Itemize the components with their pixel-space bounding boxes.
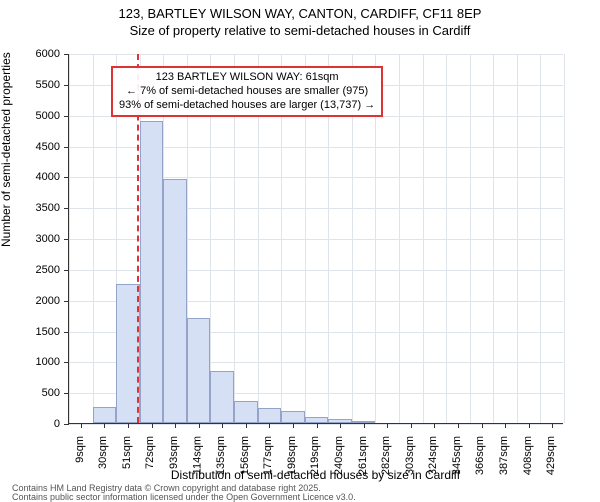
histogram-bar: [187, 318, 211, 423]
y-tick-label: 6000: [36, 48, 60, 60]
info-line-2: ← 7% of semi-detached houses are smaller…: [119, 85, 375, 99]
histogram-bar: [328, 419, 352, 423]
x-axis-title: Distribution of semi-detached houses by …: [68, 468, 563, 482]
gridline-horizontal: [69, 54, 563, 55]
histogram-bar: [116, 284, 140, 423]
y-tick-label: 5500: [36, 79, 60, 91]
y-tick-label: 4000: [36, 171, 60, 183]
gridline-vertical: [540, 54, 541, 423]
y-tick-label: 0: [54, 418, 60, 430]
histogram-bar: [305, 417, 329, 423]
histogram-bar: [93, 407, 117, 423]
histogram-bar: [258, 408, 282, 423]
gridline-vertical: [564, 54, 565, 423]
histogram-bar: [234, 401, 258, 423]
gridline-vertical: [399, 54, 400, 423]
gridline-vertical: [493, 54, 494, 423]
histogram-bar: [140, 121, 164, 423]
footer-line-2: Contains public sector information licen…: [12, 493, 356, 502]
y-tick-label: 2500: [36, 264, 60, 276]
x-tick-label: 93sqm: [168, 436, 180, 469]
y-tick-label: 1500: [36, 326, 60, 338]
histogram-bar: [210, 371, 234, 423]
gridline-vertical: [517, 54, 518, 423]
y-tick-label: 2000: [36, 295, 60, 307]
gridline-vertical: [69, 54, 70, 423]
y-tick-label: 1000: [36, 356, 60, 368]
property-info-box: 123 BARTLEY WILSON WAY: 61sqm ← 7% of se…: [111, 66, 383, 117]
gridline-vertical: [446, 54, 447, 423]
info-line-1: 123 BARTLEY WILSON WAY: 61sqm: [119, 71, 375, 85]
histogram-bar: [163, 179, 187, 423]
x-tick-label: 9sqm: [74, 436, 86, 463]
gridline-vertical: [423, 54, 424, 423]
gridline-vertical: [93, 54, 94, 423]
title-line-2: Size of property relative to semi-detach…: [0, 23, 600, 40]
x-axis-ticks: 9sqm30sqm51sqm72sqm93sqm114sqm135sqm156s…: [68, 424, 563, 474]
histogram-bar: [281, 411, 305, 423]
y-tick-label: 3500: [36, 202, 60, 214]
histogram-bar: [352, 421, 376, 423]
histogram-plot: 123 BARTLEY WILSON WAY: 61sqm ← 7% of se…: [68, 54, 563, 424]
y-tick-label: 4500: [36, 141, 60, 153]
title-line-1: 123, BARTLEY WILSON WAY, CANTON, CARDIFF…: [0, 6, 600, 23]
info-line-3: 93% of semi-detached houses are larger (…: [119, 99, 375, 113]
y-tick-label: 5000: [36, 110, 60, 122]
attribution-footer: Contains HM Land Registry data © Crown c…: [12, 484, 356, 502]
y-axis-ticks: 0500100015002000250030003500400045005000…: [0, 54, 64, 424]
x-tick-label: 72sqm: [145, 436, 157, 469]
y-tick-label: 500: [42, 387, 60, 399]
y-tick-label: 3000: [36, 233, 60, 245]
gridline-vertical: [470, 54, 471, 423]
x-tick-label: 51sqm: [121, 436, 133, 469]
x-tick-label: 30sqm: [97, 436, 109, 469]
